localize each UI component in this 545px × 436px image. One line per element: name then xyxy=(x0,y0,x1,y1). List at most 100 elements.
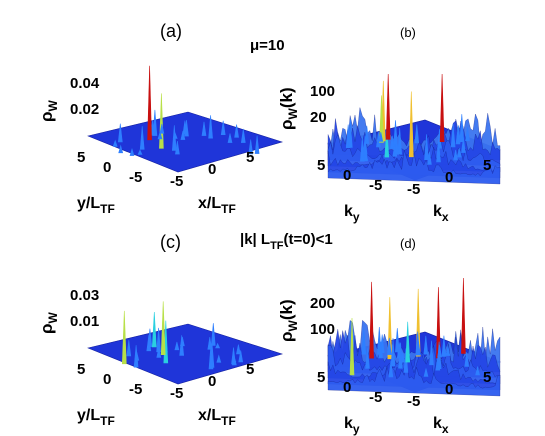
z-tick-label: 0.03 xyxy=(70,287,99,304)
surface-peak xyxy=(240,128,246,143)
surface-peak xyxy=(156,327,161,353)
surface-peak xyxy=(139,126,145,150)
z-axis-label: ρW(k) xyxy=(277,299,300,342)
surface-peak xyxy=(117,123,123,143)
x-axis-label: kx xyxy=(433,203,449,224)
y-tick-label: 0 xyxy=(343,379,351,396)
surface-peak xyxy=(174,341,180,351)
x-tick-label: 5 xyxy=(483,369,491,386)
surface-peak xyxy=(386,337,392,355)
surface-peak xyxy=(134,352,140,361)
surface-peak xyxy=(389,135,395,149)
x-tick-label: 0 xyxy=(445,169,453,186)
surface-peak xyxy=(361,328,367,355)
panel-d: (d) ρW(k) 200 100 5 0 -5 -5 0 5 ky kx xyxy=(277,236,501,436)
surface-peak xyxy=(450,123,456,148)
surface-peak xyxy=(126,340,132,357)
surface-peak xyxy=(180,336,185,347)
surface-peak xyxy=(359,137,365,162)
surface-peak xyxy=(137,149,143,155)
surface-peak xyxy=(180,130,186,140)
x-tick-label: -5 xyxy=(407,181,420,198)
surface-peak xyxy=(160,301,166,356)
surface-peak xyxy=(455,127,461,145)
surface-peak xyxy=(394,137,399,155)
x-axis-label: x/LTF xyxy=(198,195,236,216)
surface-peak xyxy=(157,130,163,140)
panel-label: (d) xyxy=(400,236,416,251)
surface-peak xyxy=(475,366,480,376)
z-tick-label: 0.04 xyxy=(70,75,100,92)
surface-peak xyxy=(461,277,466,354)
x-tick-label: 5 xyxy=(483,157,491,174)
surface-peak xyxy=(376,326,382,355)
panel-label: (a) xyxy=(160,21,182,41)
surface-peak xyxy=(172,132,178,139)
surface-peak xyxy=(390,338,396,367)
y-tick-label: -5 xyxy=(369,389,382,406)
x-tick-label: -5 xyxy=(170,385,183,402)
surface-peak xyxy=(227,133,233,143)
z-axis-label: ρW(k) xyxy=(277,87,300,130)
surface-peak xyxy=(415,331,421,356)
panel-b: (b) ρW(k) 100 20 5 0 -5 -5 0 5 ky kx xyxy=(277,25,501,224)
x-tick-label: 0 xyxy=(208,161,216,178)
panel-label: (b) xyxy=(400,25,416,40)
surface-peak xyxy=(423,368,429,377)
surface-peak xyxy=(121,310,127,365)
surface-peak xyxy=(385,73,391,140)
y-tick-label: -5 xyxy=(129,381,142,398)
x-tick-label: 0 xyxy=(208,373,216,390)
surface-peak xyxy=(210,323,216,346)
surface-peak xyxy=(396,344,402,359)
surface-ridge xyxy=(327,363,501,397)
surface-ridge xyxy=(327,150,501,185)
surface-peak xyxy=(384,128,390,158)
y-tick-label: 5 xyxy=(317,369,325,386)
y-tick-label: 0 xyxy=(343,167,351,184)
surface-peak xyxy=(215,342,221,349)
surface-peak xyxy=(236,344,241,355)
surface-ridge xyxy=(327,329,501,379)
surface-peak xyxy=(365,348,370,369)
surface-peak xyxy=(147,65,152,141)
surface-peak xyxy=(159,123,165,134)
surface-peak xyxy=(397,127,403,155)
surface-peak xyxy=(429,340,434,366)
z-tick-label: 100 xyxy=(310,321,335,338)
surface-peak xyxy=(456,148,462,158)
y-tick-label: -5 xyxy=(369,177,382,194)
x-tick-label: 0 xyxy=(445,381,453,398)
z-tick-label: 20 xyxy=(310,109,327,126)
z-tick-label: 0.01 xyxy=(70,313,99,330)
x-axis-label: x/LTF xyxy=(198,407,236,428)
y-tick-label: 5 xyxy=(77,149,85,166)
surface-peak xyxy=(234,124,239,138)
panel-c: (c) ρW 0.03 0.01 5 0 -5 -5 0 5 y/LTF x/LTF xyxy=(37,232,284,428)
surface-peak xyxy=(388,361,394,378)
x-tick-label: -5 xyxy=(407,393,420,410)
surface-peak xyxy=(349,317,355,376)
z-axis-label: ρW xyxy=(37,311,60,334)
y-axis-label: y/LTF xyxy=(77,407,115,428)
y-axis-label: y/LTF xyxy=(77,195,115,216)
surface-peak xyxy=(363,152,369,161)
surface-peak xyxy=(364,125,370,144)
surface-peak xyxy=(112,139,118,147)
y-tick-label: 0 xyxy=(103,159,111,176)
z-tick-label: 100 xyxy=(310,83,335,100)
surface-peak xyxy=(441,335,447,357)
surface-peak xyxy=(151,311,157,348)
surface-peak xyxy=(437,345,442,358)
y-tick-label: 5 xyxy=(317,157,325,174)
surface-peak xyxy=(436,139,441,163)
z-tick-label: 200 xyxy=(310,295,335,312)
surface-peak xyxy=(152,109,158,136)
surface-peak xyxy=(220,120,226,135)
surface-peak xyxy=(216,354,222,363)
surface-peak xyxy=(379,95,384,143)
y-tick-label: 5 xyxy=(77,361,85,378)
surface-peak xyxy=(414,124,420,144)
surface-peak xyxy=(129,147,135,156)
